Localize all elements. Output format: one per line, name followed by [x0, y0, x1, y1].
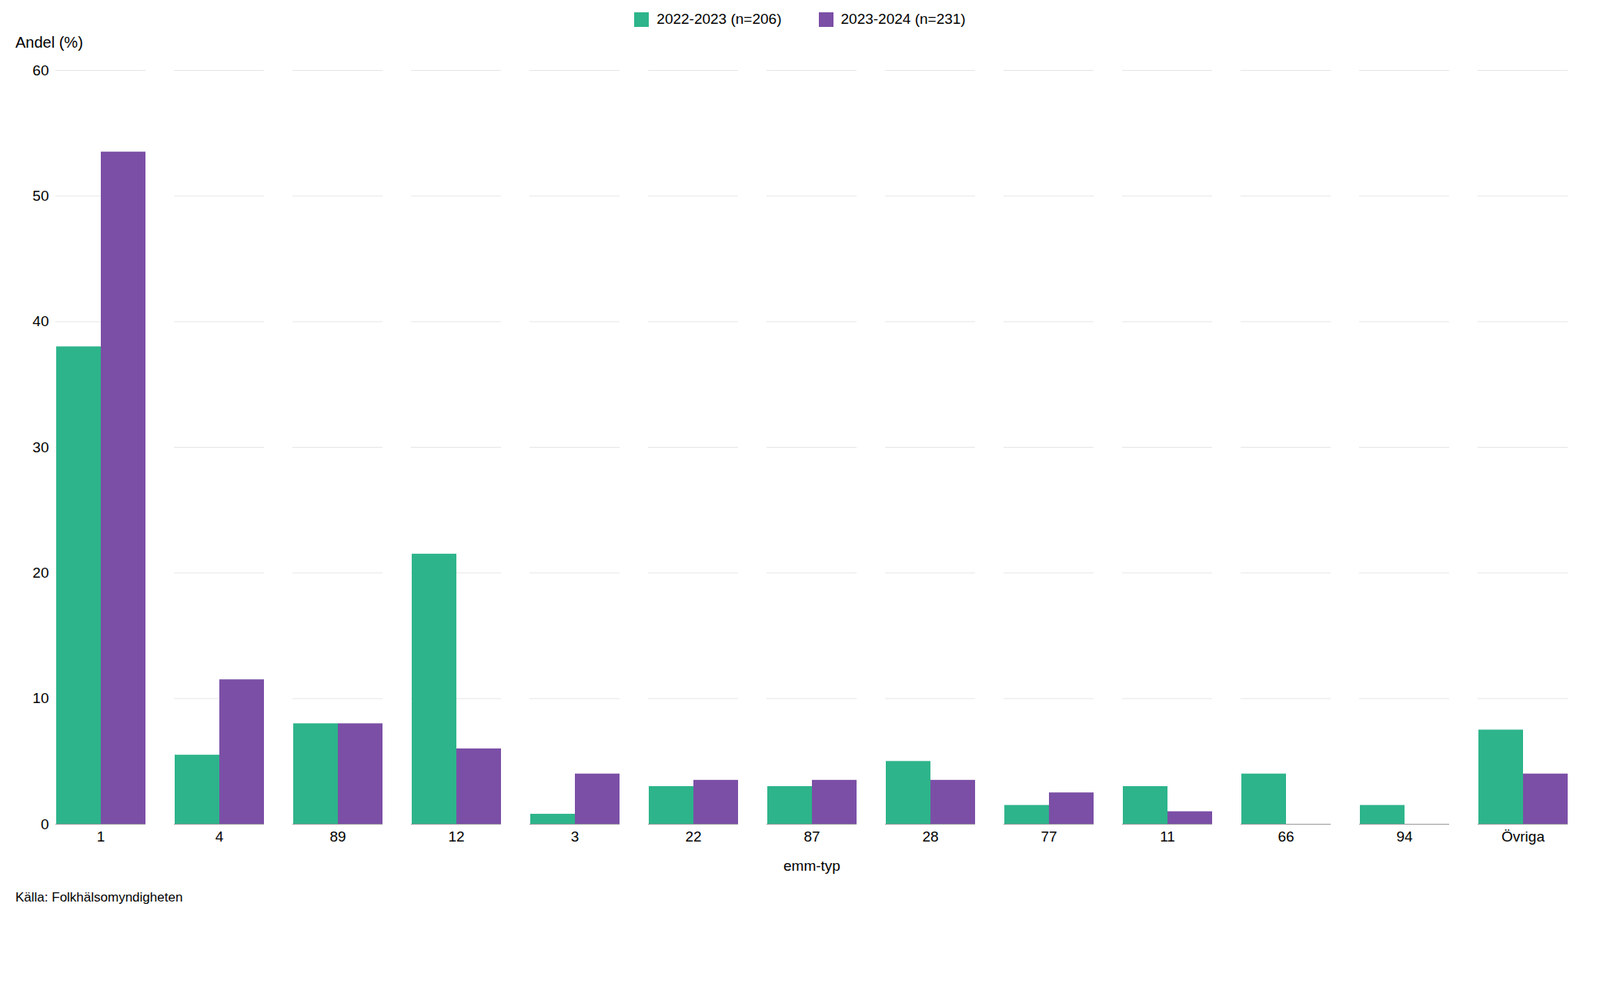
html-text:2022-2023 (n=206): 2022-2023 (n=206): [656, 10, 782, 27]
svg-text:50: 50: [32, 187, 49, 204]
svg-text:87: 87: [803, 828, 820, 846]
svg-text:22: 22: [684, 828, 702, 846]
svg-text:emm-typ: emm-typ: [783, 858, 841, 875]
svg-text:11: 11: [1159, 828, 1176, 846]
svg-text:10: 10: [32, 690, 49, 707]
svg-text:89: 89: [329, 828, 346, 846]
svg-text:77: 77: [1040, 828, 1057, 846]
svg-text:12: 12: [447, 828, 465, 846]
svg-text:3: 3: [571, 828, 580, 846]
svg-text:20: 20: [32, 564, 49, 582]
svg-text:94: 94: [1396, 828, 1413, 846]
svg-text:40: 40: [32, 313, 49, 330]
svg-text:4: 4: [215, 828, 224, 846]
svg-text:0: 0: [40, 816, 50, 833]
svg-text:30: 30: [32, 439, 49, 456]
html-text:2023-2024 (n=231): 2023-2024 (n=231): [840, 10, 966, 27]
svg-text:Övriga: Övriga: [1501, 828, 1545, 846]
svg-text:28: 28: [921, 828, 939, 846]
svg-text:1: 1: [96, 828, 106, 846]
svg-text:60: 60: [32, 62, 49, 79]
html-text:Källa: Folkhälsomyndigheten: Källa: Folkhälsomyndigheten: [15, 890, 183, 906]
html-text:Andel (%): Andel (%): [15, 33, 83, 51]
svg-text:66: 66: [1277, 828, 1294, 846]
